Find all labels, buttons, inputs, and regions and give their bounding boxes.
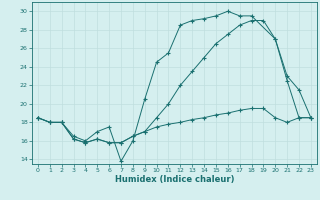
X-axis label: Humidex (Indice chaleur): Humidex (Indice chaleur) bbox=[115, 175, 234, 184]
